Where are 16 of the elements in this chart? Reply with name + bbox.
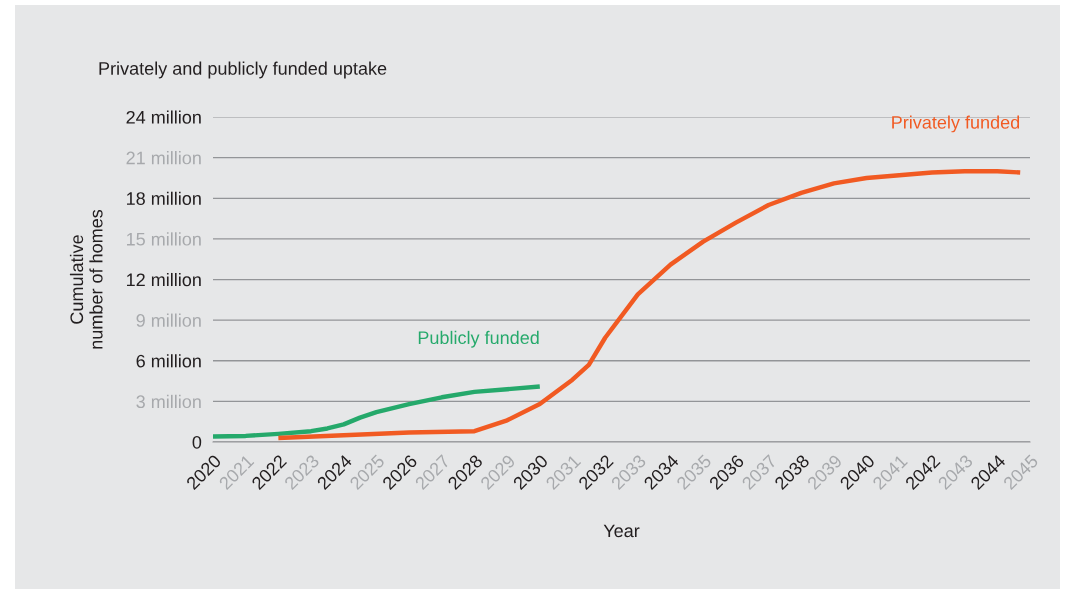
y-tick-label: 24 million	[126, 110, 201, 124]
y-tick-label: 21 million	[126, 151, 201, 165]
y-tick-label: 0	[192, 435, 202, 449]
y-tick-label: 18 million	[127, 191, 201, 205]
y-tick-label: 12 million	[127, 272, 201, 287]
y-axis-title: Cumulative number of homes	[69, 209, 103, 349]
line-series	[276, 168, 1023, 441]
line-series	[213, 384, 543, 439]
y-tick-label: 15 million	[127, 232, 201, 246]
y-tick-label: 9 million	[136, 313, 201, 327]
x-axis-title: Year	[603, 524, 640, 538]
y-tick-label: 3 million	[136, 394, 201, 409]
y-tick-label: 6 million	[136, 354, 201, 368]
text: Publicly funded	[418, 330, 539, 348]
chart-title: Privately and publicly funded uptake	[99, 61, 387, 79]
text: Privately funded	[892, 115, 1020, 133]
